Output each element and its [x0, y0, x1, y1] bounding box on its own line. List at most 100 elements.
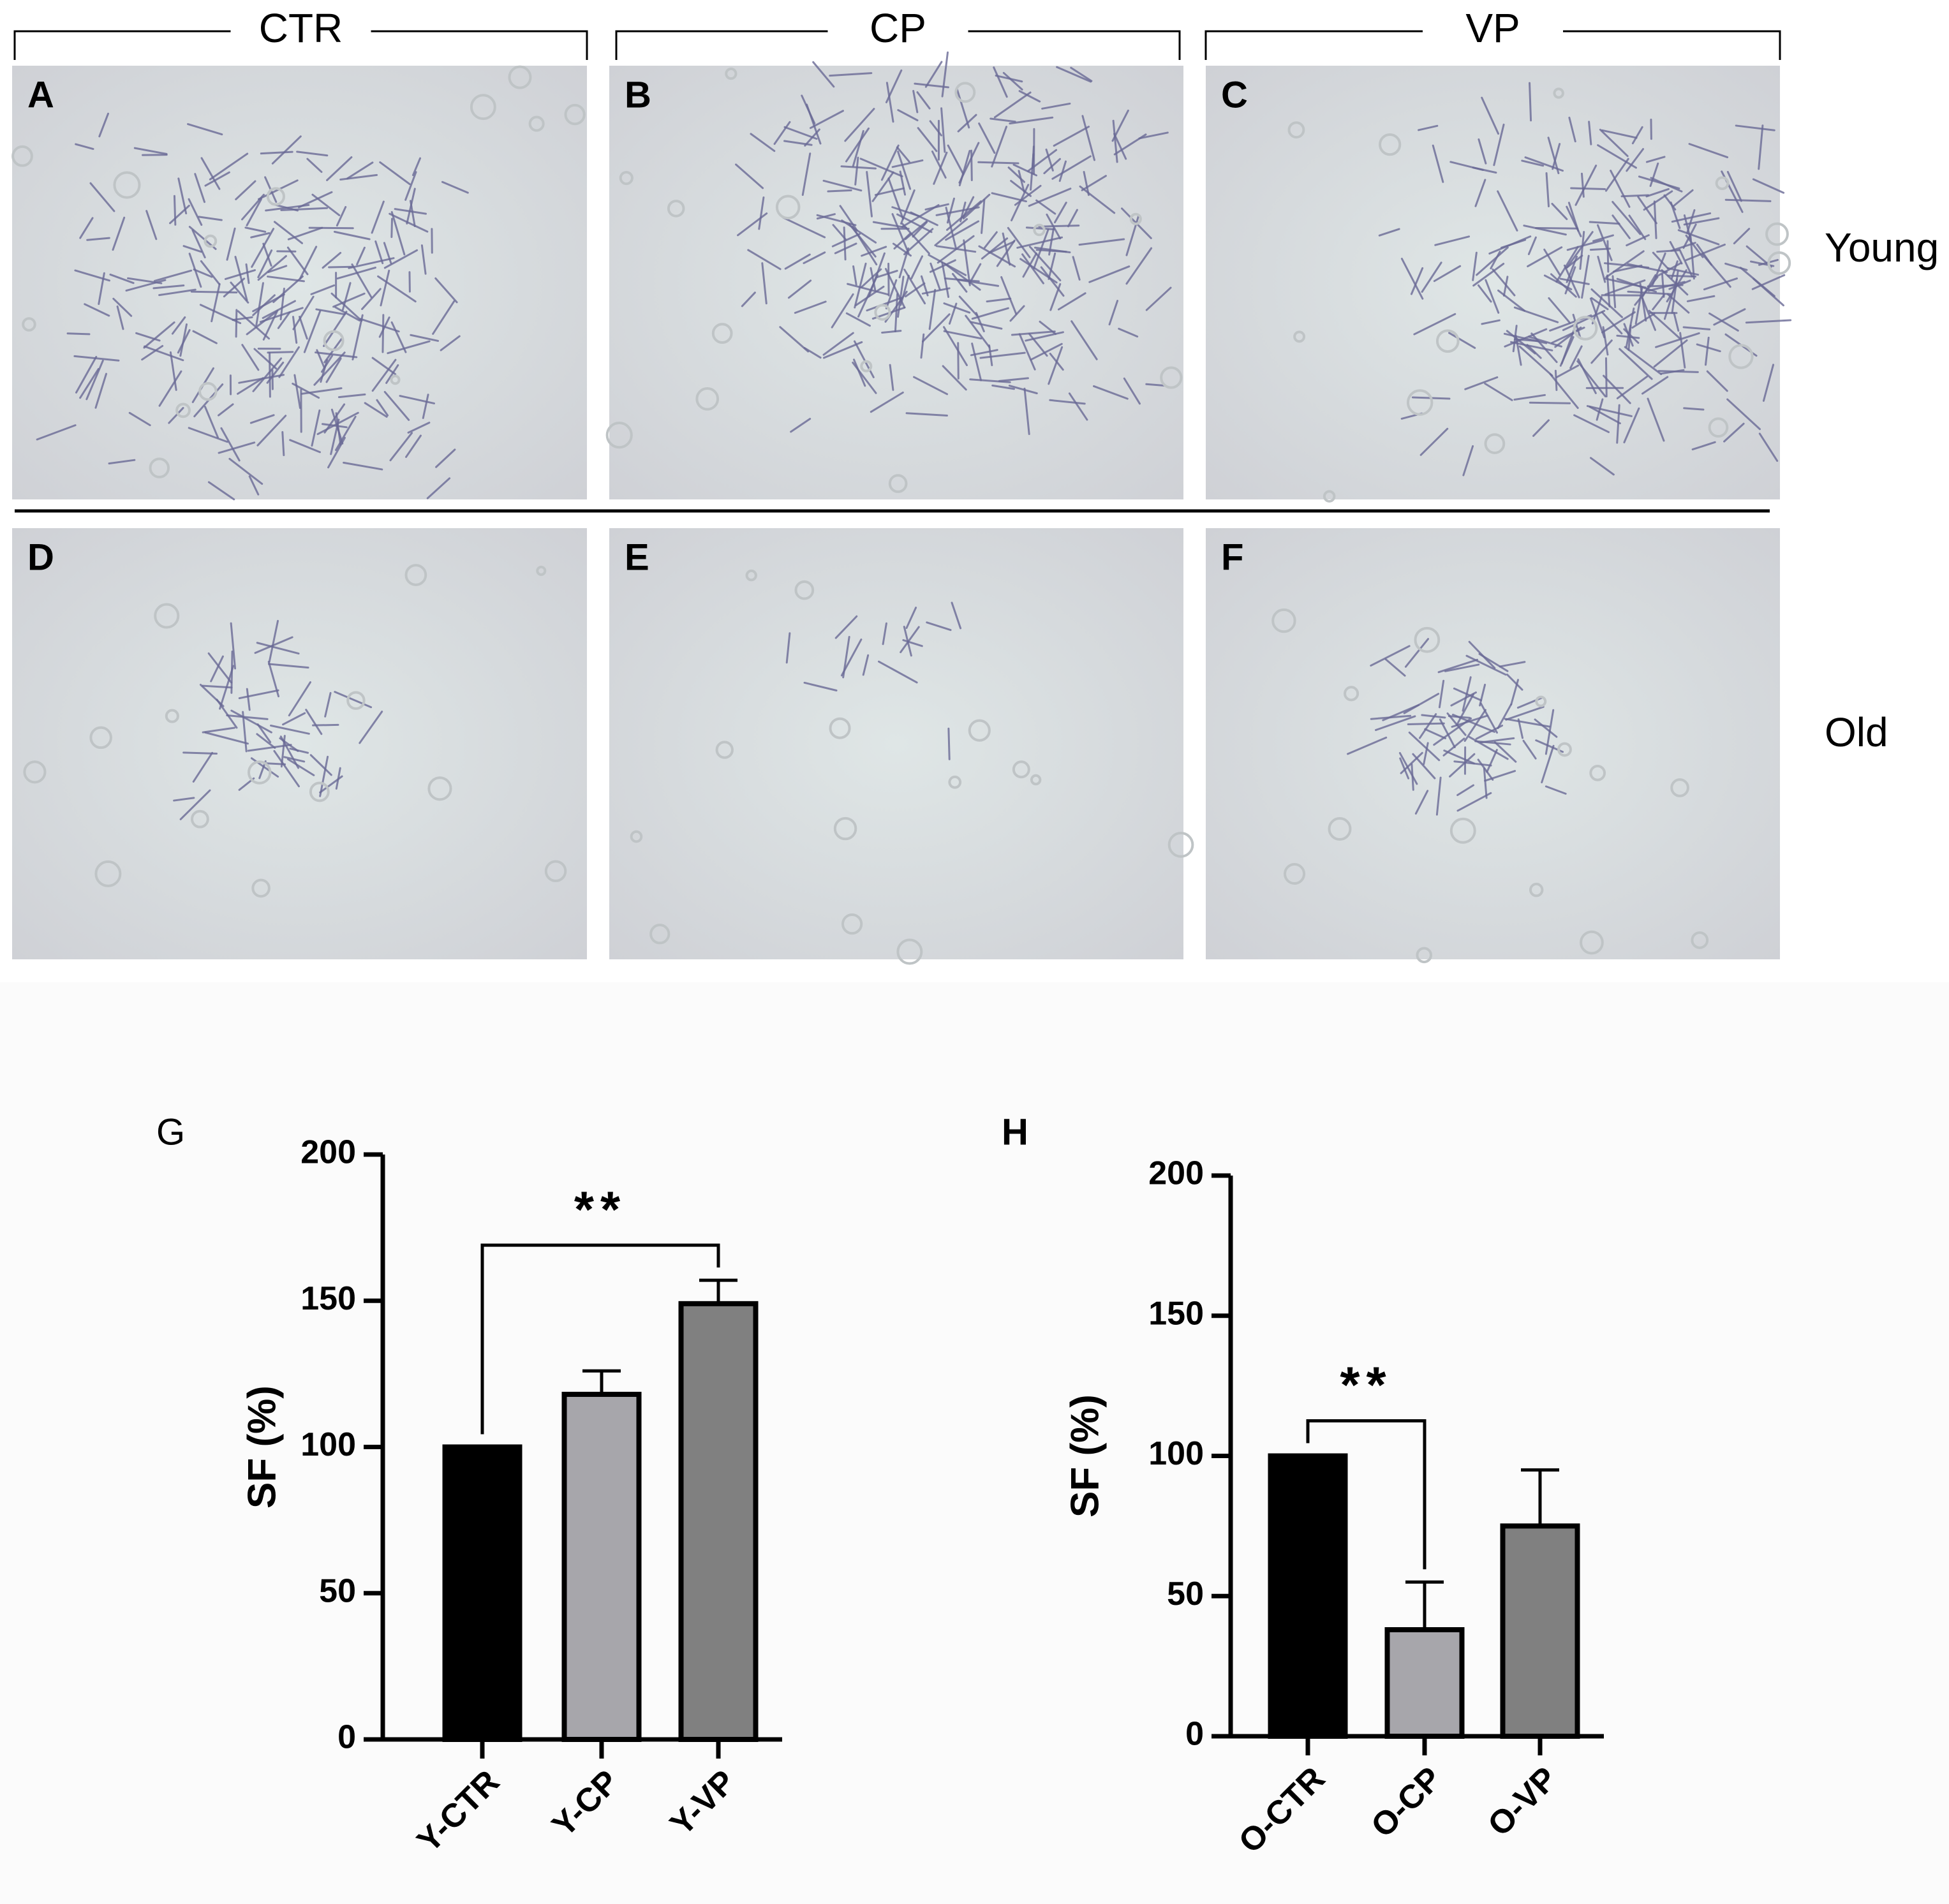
cell [177, 328, 191, 354]
cell [794, 300, 827, 314]
cell [1506, 674, 1523, 691]
cell [1030, 343, 1063, 361]
cell [1008, 385, 1038, 395]
cell [1554, 369, 1558, 391]
cell [333, 230, 371, 240]
cell [1572, 313, 1582, 340]
cell [182, 245, 203, 253]
y-tick-label: 100 [300, 1426, 356, 1463]
cell [1590, 288, 1624, 318]
y-tick-label: 200 [300, 1134, 356, 1171]
panel-label: D [27, 536, 54, 578]
cell [860, 268, 882, 288]
cell [377, 275, 417, 303]
cell [79, 368, 100, 399]
cell [988, 240, 1015, 254]
cell [133, 147, 168, 155]
cell [1529, 401, 1571, 404]
cell [441, 181, 469, 194]
cell [803, 347, 822, 359]
cell [1619, 348, 1653, 380]
cell [1641, 376, 1669, 395]
cell [1503, 332, 1548, 344]
cell [256, 723, 272, 743]
y-tick-label: 200 [1148, 1155, 1204, 1192]
cell [434, 277, 458, 304]
cell [36, 424, 77, 441]
cell [266, 361, 285, 384]
debris [198, 381, 218, 401]
cell [1435, 776, 1442, 816]
cell [325, 357, 342, 383]
cell [1419, 427, 1449, 456]
cell [1570, 187, 1606, 191]
cell [241, 344, 260, 371]
cell [374, 240, 384, 265]
cell [1497, 190, 1518, 232]
cell [1499, 661, 1526, 668]
cell [315, 351, 358, 358]
cell [296, 151, 329, 157]
cell [945, 207, 957, 249]
debris [715, 741, 734, 759]
cell [323, 403, 346, 434]
cell [1067, 209, 1078, 228]
error-bar [582, 1369, 621, 1394]
cell [897, 109, 919, 122]
cell [1739, 267, 1775, 297]
micrograph-image [12, 528, 587, 959]
debris [1344, 686, 1360, 702]
cell [872, 221, 907, 229]
cell [435, 448, 456, 468]
cell [1657, 370, 1699, 373]
cell [783, 126, 818, 140]
cell [198, 216, 223, 221]
cell [252, 294, 276, 316]
cell [278, 346, 300, 378]
cell [1504, 718, 1551, 728]
column-bracket [615, 30, 1181, 60]
cell [228, 457, 263, 485]
cell [935, 245, 977, 253]
cell [246, 198, 262, 226]
cell [1374, 715, 1416, 732]
cell [1643, 190, 1673, 211]
cell [346, 161, 374, 180]
cell [255, 282, 264, 327]
cell [1620, 194, 1650, 198]
cell [387, 340, 431, 355]
cell [1432, 144, 1444, 183]
cell [1444, 663, 1480, 672]
cell [1112, 119, 1118, 163]
column-label: CP [870, 5, 926, 51]
cell [897, 151, 912, 190]
cell [320, 358, 329, 383]
cell [352, 314, 364, 361]
cell [271, 135, 302, 165]
cell [280, 207, 329, 211]
cell [1626, 148, 1645, 172]
debris [1328, 817, 1352, 841]
cell [1019, 258, 1058, 284]
cell [1543, 274, 1573, 291]
cell [831, 233, 861, 247]
cell [270, 725, 310, 735]
cell [1484, 382, 1513, 401]
cell [1450, 691, 1477, 707]
cell [1685, 234, 1704, 258]
micrograph [12, 528, 587, 959]
cell [1586, 405, 1633, 417]
cell [1569, 345, 1583, 369]
cell [287, 226, 323, 240]
cell [237, 377, 264, 395]
cell [1589, 247, 1611, 251]
cell [1078, 238, 1125, 246]
cell [1625, 307, 1635, 348]
bar [1384, 1627, 1465, 1739]
cell [900, 626, 920, 653]
debris [954, 82, 976, 103]
cell [246, 311, 277, 336]
micrograph-image [609, 528, 1183, 959]
cell [1696, 243, 1712, 266]
cell [256, 733, 276, 749]
